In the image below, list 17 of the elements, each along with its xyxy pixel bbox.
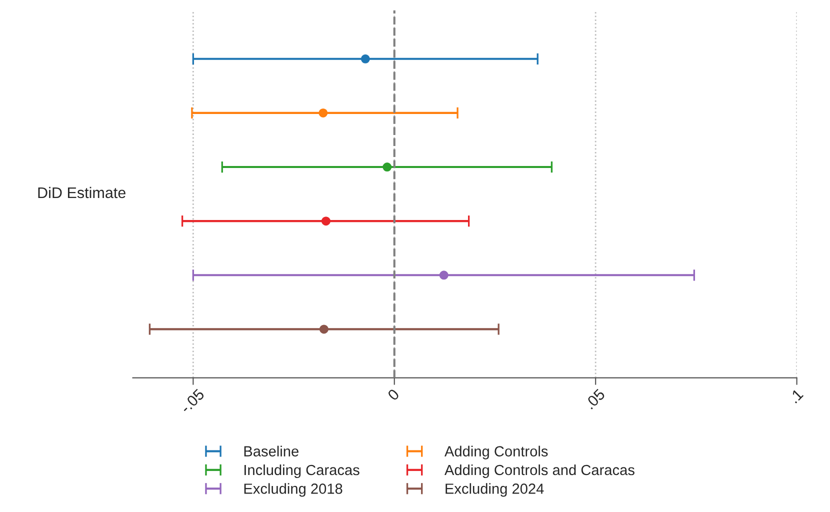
point (321, 216, 330, 226)
point (318, 108, 328, 118)
legend-label: Adding Controls and Caracas (444, 464, 634, 478)
x-tick-label: .1 (788, 388, 804, 404)
point (382, 162, 392, 172)
x-tick-label: -.05 (180, 388, 205, 414)
y-axis-title: DiD Estimate (38, 186, 126, 198)
legend-label: Baseline (244, 446, 298, 456)
legend-label: Adding Controls (444, 446, 548, 460)
x-tick-label: .05 (584, 388, 606, 410)
legend-label: Excluding 2018 (244, 483, 342, 497)
point (439, 270, 448, 280)
legend-label: Excluding 2024 (446, 483, 544, 497)
legend-label: Including Caracas (244, 464, 360, 478)
x-tick-label: 0 (387, 388, 400, 402)
point (360, 54, 370, 64)
point (319, 324, 328, 334)
